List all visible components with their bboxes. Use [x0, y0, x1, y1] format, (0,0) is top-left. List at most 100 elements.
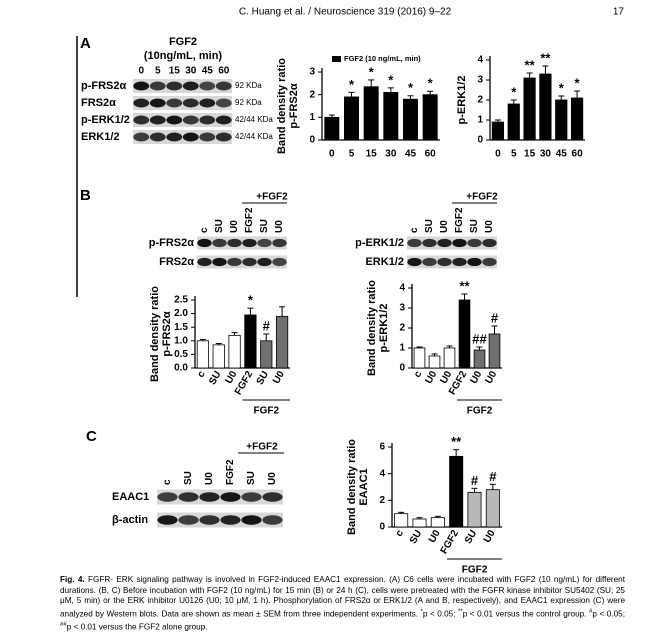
x-tick-label: U0	[423, 369, 439, 386]
y-tick-label: 1.0	[174, 335, 188, 346]
bar	[383, 92, 399, 141]
lane-label: U0	[229, 220, 240, 233]
lane-label: U0	[439, 220, 450, 233]
lane-label: c	[162, 479, 173, 485]
blot-band	[257, 257, 272, 267]
y-axis-label: Band density ratio	[346, 439, 358, 535]
blot-band	[133, 81, 150, 91]
blot-row-label: p-ERK1/2	[355, 237, 404, 249]
blot-band	[197, 238, 212, 248]
significance: *	[408, 80, 414, 95]
blot-band	[149, 81, 166, 91]
panel-label: A	[80, 35, 91, 52]
blot-band	[257, 238, 272, 248]
significance: *	[369, 64, 375, 79]
blot-band	[422, 257, 437, 267]
blot-band	[199, 115, 216, 125]
lane-label: 0	[138, 66, 144, 77]
blot-band	[241, 515, 262, 525]
y-tick-label: 1.5	[174, 322, 188, 333]
y-axis-label: Band density ratio	[149, 286, 161, 382]
blot-band	[166, 98, 183, 108]
group-label: FGF2	[462, 565, 488, 575]
x-tick-label: U0	[271, 369, 287, 386]
x-tick-label: 5	[349, 149, 355, 160]
blot-row-label: β-actin	[112, 514, 148, 526]
bar	[412, 518, 427, 528]
figure: C. Huang et al. / Neuroscience 319 (2016…	[76, 7, 624, 575]
y-tick-label: 0.0	[174, 363, 188, 374]
y-tick-label: 2	[399, 323, 405, 334]
significance: *	[248, 293, 254, 308]
x-tick-label: U0	[483, 369, 499, 386]
blot-band	[467, 257, 482, 267]
y-tick-label: 4	[379, 468, 385, 479]
group-label: FGF2	[467, 406, 493, 417]
bar	[324, 116, 340, 141]
y-axis-label: Band density ratio	[276, 58, 288, 154]
blot-band	[166, 81, 183, 91]
blot-band	[133, 98, 150, 108]
blot-band	[422, 238, 437, 248]
blot-band	[149, 115, 166, 125]
bar	[473, 349, 486, 369]
blot-band	[241, 492, 262, 502]
x-tick-label: c	[394, 528, 407, 539]
y-tick-label: 1	[399, 343, 405, 354]
blot-band	[437, 238, 452, 248]
x-tick-label: 45	[405, 149, 417, 160]
blot-band	[149, 132, 166, 142]
blot-title: FGF2	[169, 36, 197, 48]
y-axis-label: p-ERK1/2	[378, 304, 390, 353]
blot-band	[220, 515, 241, 525]
blot-band	[262, 515, 283, 525]
blot-row-label: p-FRS2α	[149, 237, 195, 249]
caption-text: #	[589, 608, 593, 615]
significance: *	[559, 80, 565, 95]
lane-label: U0	[204, 472, 215, 485]
blot-band	[407, 257, 422, 267]
blot-band	[467, 238, 482, 248]
blot-band	[182, 98, 199, 108]
blot-band	[133, 115, 150, 125]
bar	[443, 347, 456, 369]
blot-band	[212, 238, 227, 248]
lane-label: SU	[469, 219, 480, 233]
significance: #	[491, 310, 499, 325]
blot-band	[407, 238, 422, 248]
caption-text: ##	[60, 621, 67, 628]
y-tick-label: 4	[399, 283, 405, 294]
caption-text: **	[458, 608, 463, 615]
citation: C. Huang et al. / Neuroscience 319 (2016…	[239, 7, 452, 18]
blot-band	[166, 132, 183, 142]
significance: #	[471, 473, 479, 488]
blot-band	[262, 492, 283, 502]
lane-label: c	[409, 227, 420, 233]
lane-label: 45	[202, 66, 214, 77]
blot-band	[452, 238, 467, 248]
bar	[428, 355, 441, 369]
y-axis-label: EAAC1	[358, 468, 370, 505]
x-tick-label: c	[195, 369, 208, 380]
lane-label: SU	[259, 219, 270, 233]
blot-subtitle: (10ng/mL, min)	[144, 50, 223, 62]
blot-band	[452, 257, 467, 267]
blot-band	[220, 492, 241, 502]
blot-band	[482, 238, 497, 248]
blot-row-label: EAAC1	[112, 491, 149, 503]
lane-label: SU	[424, 219, 435, 233]
significance: *	[388, 72, 394, 87]
blot-size: 42/44 KDa	[235, 115, 273, 124]
bar	[212, 344, 225, 369]
significance: *	[349, 77, 355, 92]
bar	[539, 73, 552, 141]
caption: Fig. 4. FGFR- ERK signaling pathway is i…	[60, 575, 625, 633]
bar	[449, 455, 464, 528]
blot-band	[182, 115, 199, 125]
blot-row-label: ERK1/2	[365, 256, 404, 268]
blot-band	[215, 132, 232, 142]
lane-label: 30	[185, 66, 197, 77]
bar	[485, 489, 500, 528]
x-tick-label: 5	[511, 149, 517, 160]
x-tick-label: FGF2	[439, 528, 462, 556]
